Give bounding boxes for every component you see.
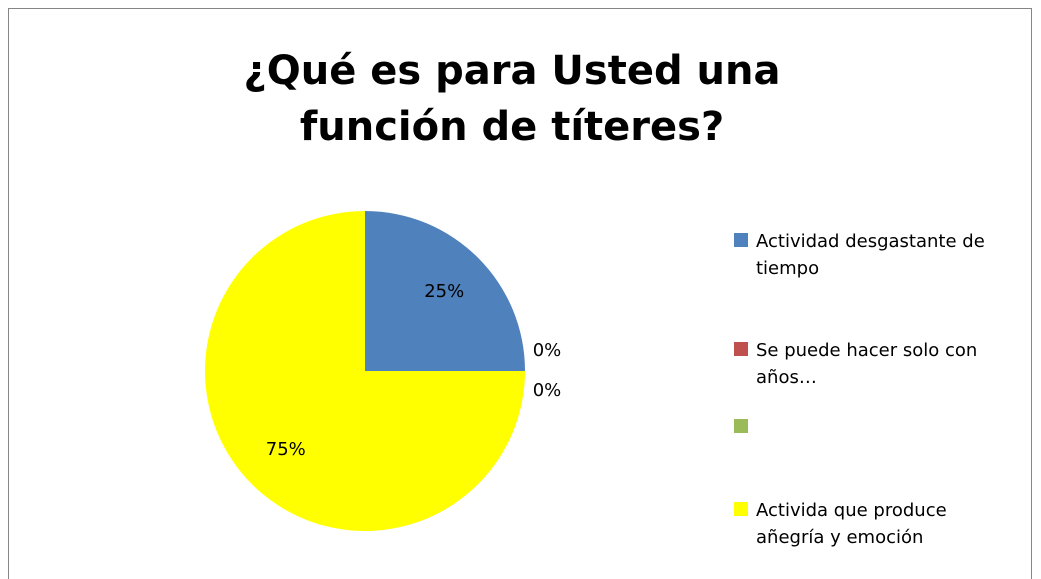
- legend-swatch: [734, 342, 748, 356]
- legend-label: Activida que produce añegría y emoción: [756, 500, 947, 548]
- data-label: 25%: [424, 281, 464, 302]
- legend-swatch: [734, 419, 748, 433]
- chart-frame: [8, 8, 1032, 579]
- pie-slice: [205, 211, 525, 531]
- chart-title: ¿Qué es para Usted una función de títere…: [243, 48, 781, 150]
- legend-swatch: [734, 233, 748, 247]
- pie-slice: [365, 211, 525, 371]
- legend-label: Actividad desgastante de tiempo: [756, 231, 985, 279]
- data-label: 0%: [533, 340, 562, 361]
- legend-label: Se puede hacer solo con años…: [756, 340, 978, 388]
- data-label: 75%: [266, 439, 306, 460]
- legend-swatch: [734, 502, 748, 516]
- data-label: 0%: [533, 380, 562, 401]
